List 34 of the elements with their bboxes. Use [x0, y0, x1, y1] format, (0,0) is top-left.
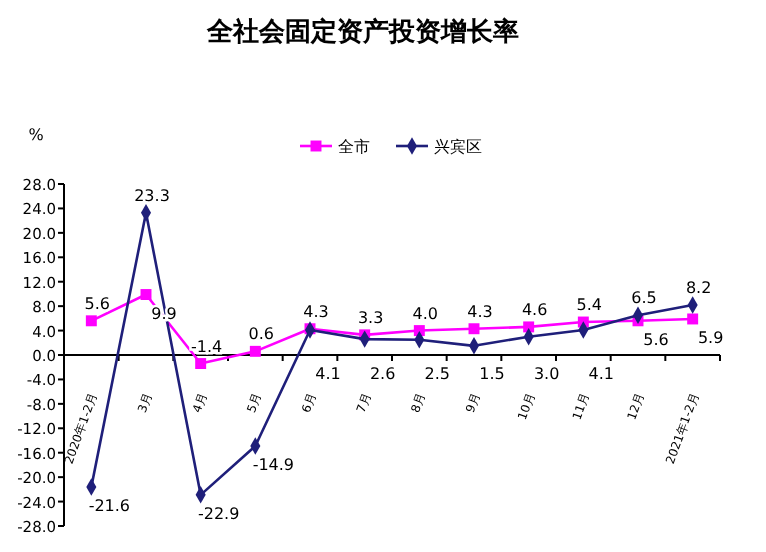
data-label: 4.6: [521, 300, 548, 319]
data-label: 4.0: [412, 304, 439, 323]
point: [195, 358, 207, 370]
data-label: 3.3: [357, 308, 384, 327]
data-label: 5.6: [643, 330, 669, 349]
data-label: 3.0: [533, 365, 560, 383]
point: [468, 323, 480, 335]
point: [523, 321, 535, 333]
y-axis-title: %: [28, 126, 45, 144]
data-label: -22.9: [197, 504, 240, 523]
data-label: -14.9: [252, 456, 295, 474]
point: [249, 345, 261, 357]
data-label: 6.5: [631, 289, 657, 308]
data-label: 5.6: [84, 294, 111, 313]
point: [687, 313, 699, 325]
data-label: 1.5: [479, 365, 505, 383]
data-label: 2.5: [424, 365, 451, 383]
data-label: 5.9: [697, 328, 724, 347]
data-label: 4.3: [467, 302, 493, 321]
chart-title: 全社会固定资产投资增长率: [205, 16, 519, 48]
legend-label: 全市: [338, 138, 370, 156]
data-label: 2.6: [369, 365, 396, 383]
data-label: 4.1: [588, 365, 615, 383]
point: [140, 289, 152, 301]
point: [85, 315, 97, 327]
data-label: -21.6: [88, 496, 131, 515]
data-label: 4.1: [315, 365, 341, 383]
data-label: 5.4: [576, 296, 603, 315]
data-label: 4.3: [303, 302, 329, 321]
data-label: -1.4: [191, 337, 223, 356]
data-label: 0.6: [248, 325, 275, 344]
legend-label: 兴宾区: [434, 138, 482, 156]
data-label: 23.3: [134, 186, 170, 205]
data-label: 8.2: [685, 278, 712, 297]
